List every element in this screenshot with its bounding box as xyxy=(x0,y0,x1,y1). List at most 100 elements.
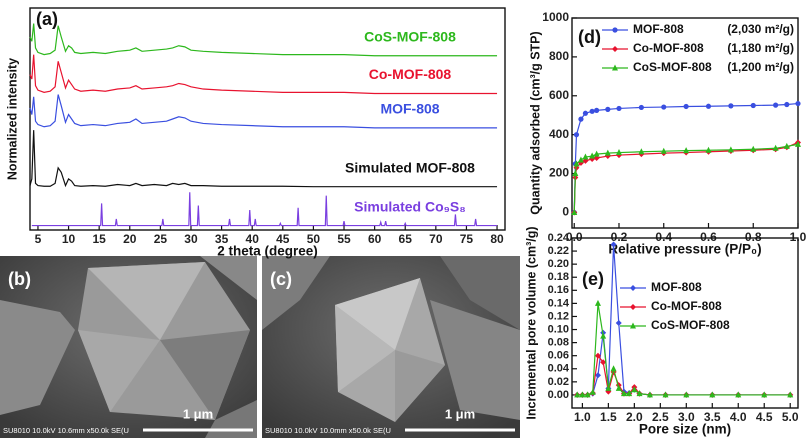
x-tick-label: 0.0 xyxy=(566,230,583,244)
scale-label: 1 μm xyxy=(445,406,475,421)
marker xyxy=(728,103,734,109)
x-tick-label: 80 xyxy=(490,232,504,246)
marker xyxy=(615,384,622,391)
y-tick-label: 0.16 xyxy=(548,284,569,296)
marker xyxy=(761,391,768,398)
y-tick-label: 0.08 xyxy=(548,337,569,349)
y-tick-label: 0.20 xyxy=(548,258,569,270)
marker xyxy=(636,390,643,397)
marker xyxy=(783,142,790,149)
marker xyxy=(605,106,611,112)
series-line xyxy=(577,303,791,396)
marker xyxy=(630,304,636,310)
x-tick-label: 55 xyxy=(337,232,351,246)
marker xyxy=(638,148,645,155)
y-tick-label: 0.14 xyxy=(548,297,570,309)
x-tick-label: 50 xyxy=(307,232,321,246)
x-tick-label: 20 xyxy=(123,232,137,246)
legend-label: CoS-MOF-808 xyxy=(651,318,730,332)
x-tick-label: 4.0 xyxy=(730,410,747,424)
marker xyxy=(610,365,617,372)
legend-note: (1,180 m²/g) xyxy=(727,41,794,55)
x-tick-label: 0.2 xyxy=(611,230,628,244)
legend-note: (2,030 m²/g) xyxy=(727,22,794,36)
marker xyxy=(705,103,712,109)
marker xyxy=(620,390,627,397)
x-tick-label: 25 xyxy=(154,232,168,246)
x-tick-label: 1.0 xyxy=(574,410,591,424)
y-tick-label: 0.00 xyxy=(548,389,569,401)
x-tick-label: 1.0 xyxy=(790,230,807,244)
marker xyxy=(683,391,690,398)
y-tick-label: 800 xyxy=(549,49,569,63)
marker xyxy=(795,100,801,107)
marker xyxy=(573,132,580,138)
marker xyxy=(582,153,589,160)
series-line xyxy=(31,192,498,227)
series-label: MOF-808 xyxy=(380,101,439,117)
marker xyxy=(615,320,622,326)
marker xyxy=(784,101,790,108)
legend-label: MOF-808 xyxy=(633,22,684,36)
legend-label: Co-MOF-808 xyxy=(633,41,704,55)
x-tick-label: 30 xyxy=(184,232,198,246)
x-tick-label: 5 xyxy=(35,232,42,246)
marker xyxy=(772,144,779,151)
marker xyxy=(616,105,622,112)
marker xyxy=(594,107,600,113)
series-line xyxy=(573,102,799,213)
marker xyxy=(750,102,756,109)
legend-label: Co-MOF-808 xyxy=(651,299,722,313)
marker xyxy=(579,391,586,398)
series-line xyxy=(29,130,498,188)
y-tick-label: 400 xyxy=(549,127,569,141)
y-tick-label: 600 xyxy=(549,88,569,102)
panel-label: (a) xyxy=(36,9,58,29)
x-axis-title: Pore size (nm) xyxy=(639,422,731,437)
plot-frame xyxy=(29,7,506,231)
plot-frame xyxy=(571,17,799,229)
x-tick-label: 0.8 xyxy=(745,230,762,244)
series-line xyxy=(29,23,498,57)
x-tick-label: 0.6 xyxy=(700,230,717,244)
panel-label: (d) xyxy=(578,27,601,47)
y-tick-label: 200 xyxy=(549,166,569,180)
marker xyxy=(631,386,638,393)
marker xyxy=(662,391,669,398)
legend-note: (1,200 m²/g) xyxy=(727,60,794,74)
y-axis-title: Quantity adsorbed (cm³/g STP) xyxy=(528,31,542,214)
x-tick-label: 3.5 xyxy=(704,410,721,424)
x-axis-title: Relative pressure (P/P₀) xyxy=(608,242,761,257)
panel-label: (b) xyxy=(8,269,31,289)
marker xyxy=(646,391,653,398)
marker xyxy=(589,108,595,114)
scale-label: 1 μm xyxy=(183,406,213,421)
marker xyxy=(571,208,578,215)
sem-image-c xyxy=(262,256,520,438)
marker xyxy=(683,147,690,154)
series-label: Simulated MOF-808 xyxy=(345,159,475,175)
marker xyxy=(735,391,742,398)
x-tick-label: 1.5 xyxy=(600,410,617,424)
y-tick-label: 0.12 xyxy=(548,310,569,322)
marker xyxy=(594,372,601,379)
x-tick-label: 0.4 xyxy=(655,230,672,244)
marker xyxy=(773,102,779,108)
x-tick-label: 2.5 xyxy=(652,410,669,424)
series-line xyxy=(29,94,498,129)
marker xyxy=(787,391,794,398)
x-tick-label: 40 xyxy=(246,232,260,246)
marker xyxy=(615,149,622,156)
marker xyxy=(582,110,589,116)
x-tick-label: 35 xyxy=(215,232,229,246)
y-tick-label: 0.18 xyxy=(548,271,569,283)
x-tick-label: 3.0 xyxy=(678,410,695,424)
x-tick-label: 5.0 xyxy=(782,410,799,424)
marker xyxy=(709,391,716,398)
y-tick-label: 1000 xyxy=(542,10,569,24)
marker xyxy=(600,359,607,366)
marker xyxy=(605,384,612,391)
marker xyxy=(660,147,667,154)
